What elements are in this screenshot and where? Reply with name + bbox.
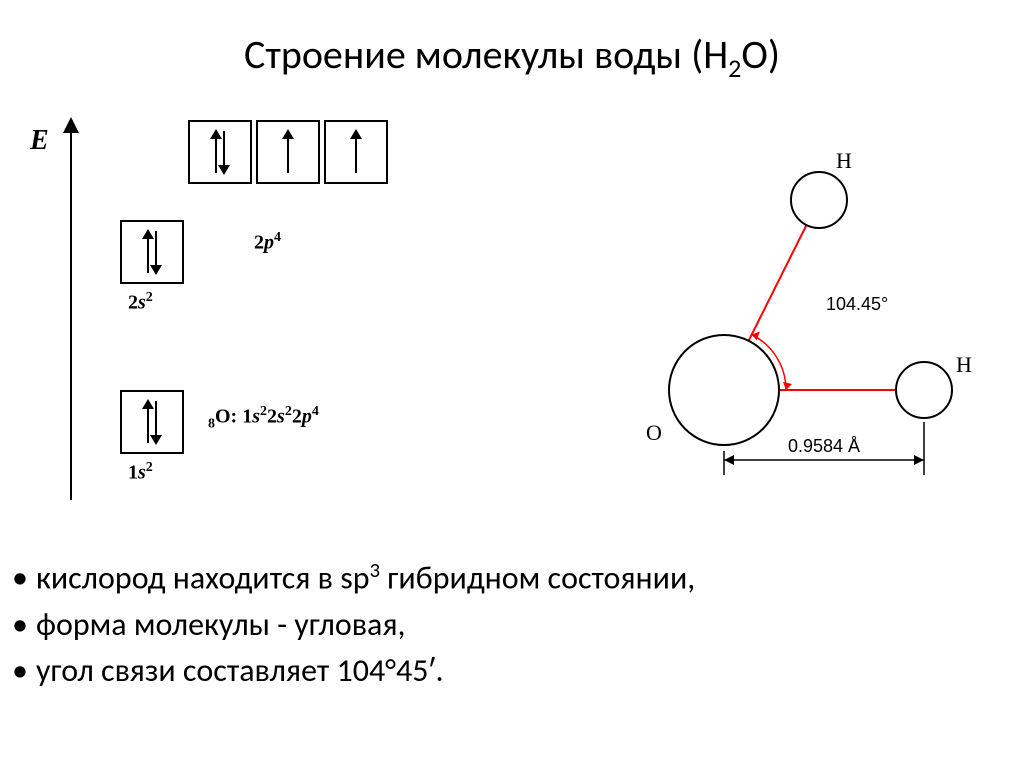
title-pre: Строение молекулы воды (Н (244, 30, 728, 79)
atom-O (669, 335, 779, 445)
orbital-box-p1 (188, 120, 252, 184)
orbital-label-lab_2p4: 2p4 (254, 230, 281, 255)
atom-H2 (896, 362, 952, 418)
orbital-diagram: E 2p4 2s2 1s2 8O: 1s22s22p4 (30, 120, 480, 520)
bullet-list: кислород находится в sp3 гибридном состо… (12, 555, 695, 695)
orbital-label-lab_2s2: 2s2 (128, 290, 153, 315)
electron-arrow-down (155, 231, 157, 273)
atom-label-H1: H (836, 148, 852, 173)
orbital-box-s1 (120, 390, 184, 454)
electron-arrow-up (147, 231, 149, 273)
electron-arrow-up (287, 131, 289, 173)
orbital-box-p2 (256, 120, 320, 184)
slide-title: Строение молекулы воды (Н2О) (0, 0, 1024, 84)
angle-arrowhead-2 (783, 382, 792, 390)
electron-arrow-up (215, 131, 217, 173)
energy-axis-label: E (30, 125, 49, 157)
title-post: О) (741, 30, 780, 79)
content-area: E 2p4 2s2 1s2 8O: 1s22s22p4 O H H 104.45° 0.958… (0, 100, 1024, 540)
molecule-diagram: O H H 104.45° 0.9584 Å (604, 140, 984, 500)
title-sub: 2 (728, 52, 741, 84)
electron-arrow-up (355, 131, 357, 173)
bullet-1-pre: кислород находится в sp (36, 559, 370, 598)
bullet-3: угол связи составляет 104°45ʹ. (12, 648, 695, 694)
bond-angle-label: 104.45° (826, 294, 888, 314)
electron-configuration: 8O: 1s22s22p4 (208, 404, 319, 433)
molecule-svg: O H H 104.45° 0.9584 Å (604, 140, 984, 500)
atom-label-H2: H (956, 352, 972, 377)
bullet-1-post: гибридном состоянии, (380, 559, 695, 598)
dimension-arrow-left (724, 455, 734, 465)
orbital-label-lab_1s2: 1s2 (128, 460, 153, 485)
atom-H1 (791, 172, 847, 228)
dimension-arrow-right (914, 455, 924, 465)
orbital-box-p3 (324, 120, 388, 184)
energy-axis-line (70, 120, 72, 500)
bond-length-label: 0.9584 Å (788, 436, 860, 456)
orbital-box-s2 (120, 220, 184, 284)
bullet-1: кислород находится в sp3 гибридном состо… (12, 555, 695, 602)
electron-arrow-down (155, 401, 157, 443)
bullet-2: форма молекулы - угловая, (12, 602, 695, 648)
atom-label-O: O (646, 420, 662, 445)
electron-arrow-up (147, 401, 149, 443)
bullet-1-sup: 3 (370, 557, 381, 583)
electron-arrow-down (223, 131, 225, 173)
